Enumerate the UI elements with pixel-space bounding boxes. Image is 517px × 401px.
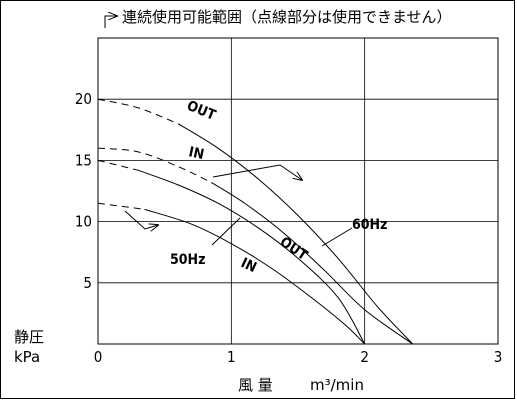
plot-area-border (97, 37, 499, 345)
x-tick-label-0: 0 (94, 348, 103, 366)
curve-out-50hz-dashed (97, 159, 139, 171)
leader-line-60hz (321, 227, 353, 247)
y-tick-label-5: 5 (83, 274, 92, 292)
leader-arrow-60hz (212, 164, 302, 180)
chart-title: 連続使用可能範囲（点線部分は使用できません） (122, 8, 452, 26)
annotation-60hz: 60Hz (352, 217, 387, 233)
y-axis-unit: kPa (14, 348, 40, 366)
y-axis-label: 静圧 (14, 328, 44, 346)
annotation-in-60hz: IN (187, 144, 205, 163)
x-axis-label: 風 量 (238, 376, 273, 394)
leader-arrow-50hz (124, 210, 158, 229)
annotation-in-50hz: IN (238, 255, 259, 276)
y-tick-label-20: 20 (75, 90, 92, 108)
curve-in-50hz-dashed (97, 202, 145, 210)
curve-in-50hz-solid (144, 208, 366, 345)
title-bracket-arrow (104, 16, 117, 28)
curve-in-60hz-dashed (97, 147, 212, 183)
curve-out-50hz-solid (137, 169, 366, 345)
annotation-50hz: 50Hz (170, 252, 205, 268)
curve-out-60hz-dashed (97, 98, 179, 125)
x-axis-unit: m³/min (310, 376, 364, 394)
x-tick-label-1: 1 (227, 348, 236, 366)
annotation-out-50hz: OUT (277, 234, 311, 264)
y-tick-label-15: 15 (75, 151, 92, 169)
x-tick-label-3: 3 (494, 348, 503, 366)
leader-line-50hz (211, 217, 241, 246)
x-tick-label-2: 2 (360, 348, 369, 366)
curve-in-60hz-solid (211, 182, 413, 345)
curve-out-60hz-solid (177, 123, 414, 345)
y-tick-label-10: 10 (75, 213, 92, 231)
annotation-out-60hz: OUT (185, 98, 219, 124)
